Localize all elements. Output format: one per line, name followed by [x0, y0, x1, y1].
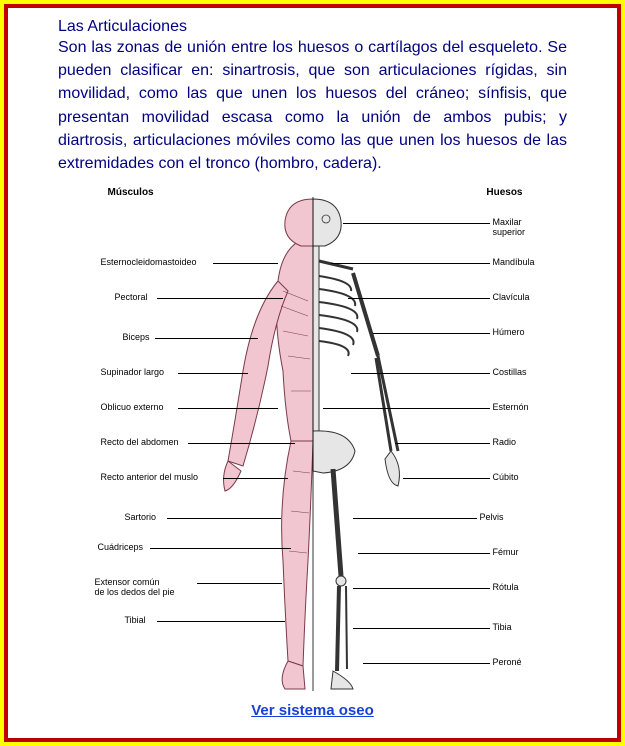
leader-line [178, 373, 248, 374]
leader-line [395, 443, 490, 444]
leader-line [178, 408, 278, 409]
left-anatomy-label: Esternocleidomastoideo [101, 258, 197, 267]
leader-line [157, 621, 285, 622]
left-anatomy-label: Recto del abdomen [101, 438, 179, 447]
right-anatomy-label: Radio [493, 438, 517, 447]
bones-header: Huesos [486, 187, 522, 198]
right-anatomy-label: Costillas [493, 368, 527, 377]
left-anatomy-label: Cuádriceps [98, 543, 144, 552]
right-anatomy-label: Húmero [493, 328, 525, 337]
left-anatomy-label: Recto anterior del muslo [101, 473, 199, 482]
leader-line [323, 408, 490, 409]
right-anatomy-label: Clavícula [493, 293, 530, 302]
right-anatomy-label: Pelvis [480, 513, 504, 522]
left-anatomy-label: Oblicuo externo [101, 403, 164, 412]
leader-line [353, 518, 477, 519]
section-title: Las Articulaciones [58, 18, 567, 36]
right-anatomy-label: Mandíbula [493, 258, 535, 267]
right-anatomy-label: Rótula [493, 583, 519, 592]
left-anatomy-label: Pectoral [115, 293, 148, 302]
leader-line [188, 443, 295, 444]
right-anatomy-label: Cúbito [493, 473, 519, 482]
section-paragraph: Son las zonas de unión entre los huesos … [58, 36, 567, 175]
leader-line [331, 263, 490, 264]
right-anatomy-label: Maxilarsuperior [493, 218, 526, 237]
leader-line [157, 298, 283, 299]
leader-line [373, 333, 490, 334]
right-anatomy-label: Tibia [493, 623, 512, 632]
leader-line [351, 373, 490, 374]
leader-line [403, 478, 490, 479]
leader-line [348, 298, 490, 299]
leader-line [223, 478, 288, 479]
ver-sistema-oseo-link[interactable]: Ver sistema oseo [58, 702, 567, 719]
leader-line [150, 548, 291, 549]
left-anatomy-label: Supinador largo [101, 368, 165, 377]
leader-line [363, 663, 490, 664]
left-anatomy-label: Tibial [125, 616, 146, 625]
leader-line [358, 553, 490, 554]
leader-line [167, 518, 281, 519]
leader-line [353, 628, 490, 629]
right-anatomy-label: Esternón [493, 403, 529, 412]
outer-border: Las Articulaciones Son las zonas de unió… [4, 4, 621, 742]
anatomy-diagram: Músculos Huesos [63, 183, 563, 698]
left-anatomy-label: Sartorio [125, 513, 157, 522]
leader-line [343, 223, 490, 224]
right-anatomy-label: Peroné [493, 658, 522, 667]
right-anatomy-label: Fémur [493, 548, 519, 557]
leader-line [155, 338, 258, 339]
muscles-header: Músculos [108, 187, 154, 198]
leader-line [197, 583, 282, 584]
left-anatomy-label: Biceps [123, 333, 150, 342]
page-content: Las Articulaciones Son las zonas de unió… [8, 8, 617, 738]
left-anatomy-label: Extensor comúnde los dedos del pie [95, 578, 175, 597]
leader-line [353, 588, 490, 589]
leader-line [213, 263, 278, 264]
